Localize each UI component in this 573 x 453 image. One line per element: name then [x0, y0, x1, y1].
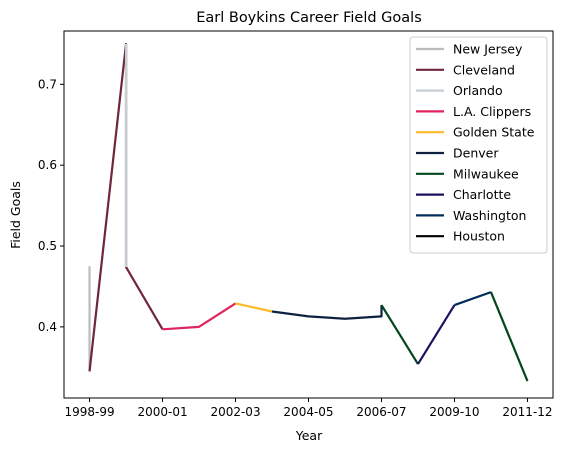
- legend-label: Cleveland: [453, 62, 515, 77]
- y-tick-label: 0.6: [38, 158, 57, 172]
- chart-title: Earl Boykins Career Field Goals: [196, 10, 422, 26]
- x-tick-label: 2002-03: [210, 405, 260, 419]
- legend-label: Charlotte: [453, 187, 511, 202]
- x-tick-label: 2004-05: [283, 405, 333, 419]
- legend-label: New Jersey: [453, 42, 523, 57]
- legend-label: Orlando: [453, 83, 503, 98]
- x-tick-label: 2000-01: [137, 405, 187, 419]
- legend-box: [409, 36, 548, 254]
- x-axis: 1998-99 2000-01 2002-03 2004-05 2006-07 2009-…: [64, 398, 553, 419]
- x-tick-label: 2011-12: [502, 405, 552, 419]
- legend-label: Washington: [453, 208, 526, 223]
- legend-label: Houston: [453, 229, 505, 244]
- x-tick-label: 1998-99: [64, 405, 114, 419]
- series-line-washington-8: [454, 291, 492, 307]
- y-tick-label: 0.4: [38, 320, 57, 334]
- y-axis-label: Field Goals: [8, 181, 23, 249]
- y-tick-label: 0.5: [38, 239, 57, 253]
- y-axis: 0.4 0.5 0.6 0.7: [38, 77, 64, 334]
- series-line-golden-state-4: [235, 302, 273, 313]
- series-line-l-a-clippers-3: [162, 302, 237, 331]
- legend: New Jersey Cleveland Orlando L.A. Clippers G…: [409, 36, 548, 254]
- x-tick-label: 2006-07: [356, 405, 406, 419]
- series-line-denver-5: [271, 305, 383, 320]
- legend-label: L.A. Clippers: [453, 104, 531, 119]
- legend-label: Denver: [453, 146, 499, 161]
- x-tick-label: 2009-10: [429, 405, 479, 419]
- legend-label: Golden State: [453, 125, 535, 140]
- x-axis-label: Year: [295, 428, 323, 443]
- series-line-milwaukee-6: [380, 304, 419, 365]
- legend-label: Milwaukee: [453, 166, 519, 181]
- series-line-charlotte-7: [417, 304, 456, 365]
- series-line-milwaukee-9: [489, 291, 529, 382]
- y-tick-label: 0.7: [38, 77, 57, 91]
